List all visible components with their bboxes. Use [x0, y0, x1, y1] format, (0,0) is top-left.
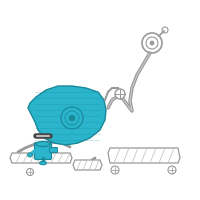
Circle shape: [168, 166, 176, 174]
Circle shape: [61, 107, 83, 129]
Circle shape: [115, 89, 125, 99]
Ellipse shape: [40, 161, 46, 165]
Circle shape: [111, 166, 119, 174]
FancyBboxPatch shape: [50, 148, 58, 152]
Polygon shape: [73, 160, 102, 170]
Circle shape: [150, 41, 154, 45]
Circle shape: [26, 168, 34, 176]
Polygon shape: [10, 153, 72, 163]
Polygon shape: [108, 148, 180, 163]
Ellipse shape: [36, 142, 50, 146]
FancyBboxPatch shape: [35, 142, 52, 160]
Ellipse shape: [28, 153, 32, 157]
Circle shape: [69, 115, 75, 121]
Polygon shape: [28, 86, 106, 145]
